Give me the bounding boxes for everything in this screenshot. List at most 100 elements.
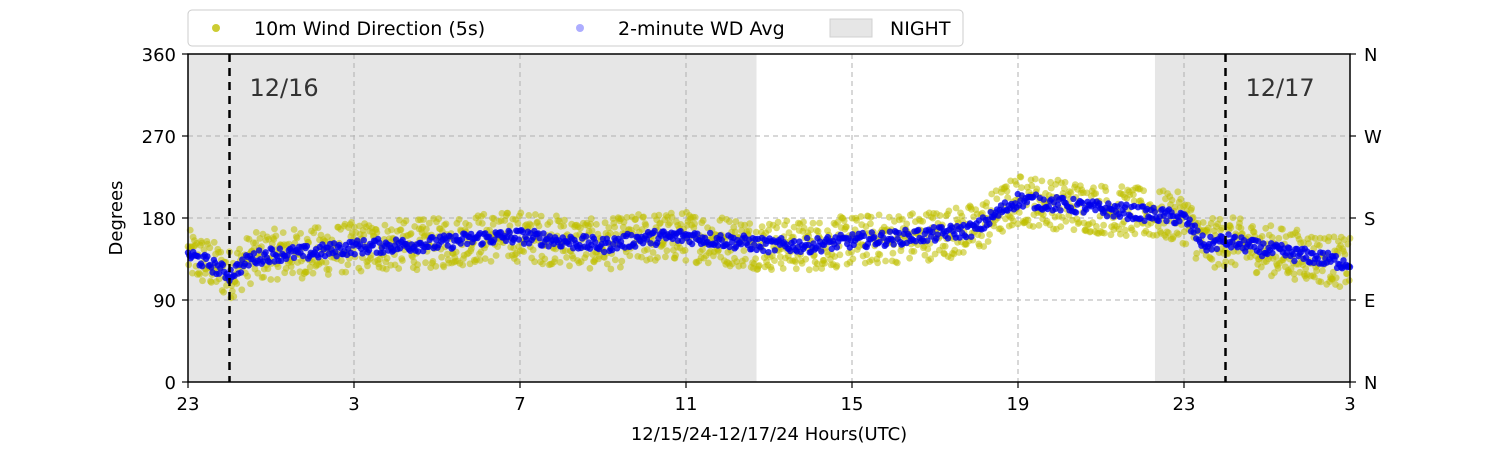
data-point [492, 252, 500, 259]
data-point [566, 262, 573, 270]
data-point [1186, 216, 1193, 223]
data-point [867, 220, 874, 228]
data-point [1045, 203, 1053, 210]
data-point [843, 223, 850, 231]
data-point [1163, 217, 1170, 225]
data-point [402, 217, 410, 225]
data-point [196, 271, 204, 278]
data-point [707, 229, 714, 237]
y-tick-label-4: 360 [142, 45, 176, 66]
data-point [1031, 175, 1039, 183]
data-point [738, 227, 746, 235]
y-tick-label-2: 180 [142, 209, 176, 230]
data-point [351, 223, 358, 231]
data-point [1291, 257, 1298, 265]
data-point [774, 218, 782, 226]
data-point [1269, 249, 1276, 257]
data-point [582, 233, 590, 240]
data-point [758, 223, 766, 231]
data-point [247, 280, 254, 288]
data-point [303, 268, 310, 276]
data-point [414, 248, 422, 255]
data-point [936, 212, 944, 219]
data-point [1154, 222, 1162, 230]
day-marker-label-0: 12/16 [250, 74, 319, 102]
data-point [1083, 206, 1090, 213]
data-point [792, 258, 799, 266]
data-point [1151, 208, 1159, 215]
data-point [682, 257, 690, 264]
data-point [882, 257, 889, 265]
data-point [490, 215, 498, 222]
data-point [272, 232, 280, 240]
data-point [481, 255, 489, 262]
data-point [944, 235, 952, 242]
data-point [1240, 237, 1248, 244]
data-point [771, 257, 778, 264]
data-point [215, 270, 223, 277]
data-point [1290, 270, 1298, 278]
data-point [254, 269, 262, 277]
data-point [1057, 223, 1065, 231]
data-point [1168, 196, 1176, 204]
data-point [1231, 261, 1239, 269]
data-point [444, 250, 451, 258]
data-point [1253, 268, 1261, 276]
data-point [1227, 224, 1235, 232]
data-point [623, 214, 631, 221]
data-point [867, 213, 875, 221]
data-point [1330, 233, 1338, 241]
data-point [1013, 181, 1020, 188]
x-tick-label-4: 15 [841, 394, 864, 415]
day-marker-label-1: 12/17 [1246, 74, 1315, 102]
data-point [276, 245, 283, 252]
data-point [1274, 264, 1282, 272]
data-point [1047, 178, 1054, 186]
data-point [541, 255, 549, 263]
data-point [890, 241, 897, 248]
data-point [491, 236, 498, 243]
data-point [1039, 211, 1047, 219]
data-point [1262, 224, 1270, 232]
data-point [618, 257, 626, 265]
data-point [271, 225, 278, 233]
data-point [540, 230, 547, 237]
data-point [889, 249, 897, 257]
data-point [654, 254, 661, 261]
data-point [555, 217, 563, 225]
data-point [1101, 229, 1108, 237]
y-tick-label-0: 0 [165, 373, 176, 394]
data-point [529, 246, 537, 254]
data-point [1193, 250, 1201, 257]
data-point [608, 246, 616, 254]
data-point [279, 229, 287, 237]
data-point [1092, 206, 1099, 214]
data-point [1336, 283, 1344, 290]
data-point [840, 217, 848, 225]
data-point [297, 230, 304, 237]
data-point [290, 254, 298, 261]
data-point [1141, 217, 1148, 224]
data-point [1057, 207, 1064, 214]
data-point [1028, 182, 1036, 190]
y-axis-title: Degrees [106, 181, 127, 256]
data-point [1192, 255, 1200, 262]
data-point [777, 260, 785, 267]
data-point [875, 211, 883, 219]
y2-tick-label-4: N [1364, 45, 1377, 66]
data-point [704, 259, 712, 267]
data-point [383, 265, 390, 273]
data-point [217, 248, 225, 256]
data-point [1105, 200, 1112, 207]
data-point [646, 255, 654, 263]
data-point [208, 264, 215, 271]
data-point [381, 221, 389, 229]
data-point [432, 262, 440, 270]
data-point [1275, 234, 1283, 242]
data-point [506, 229, 513, 236]
data-point [532, 211, 539, 218]
data-point [527, 221, 535, 229]
data-point [399, 257, 406, 264]
data-point [435, 215, 443, 223]
data-point [1017, 173, 1025, 181]
